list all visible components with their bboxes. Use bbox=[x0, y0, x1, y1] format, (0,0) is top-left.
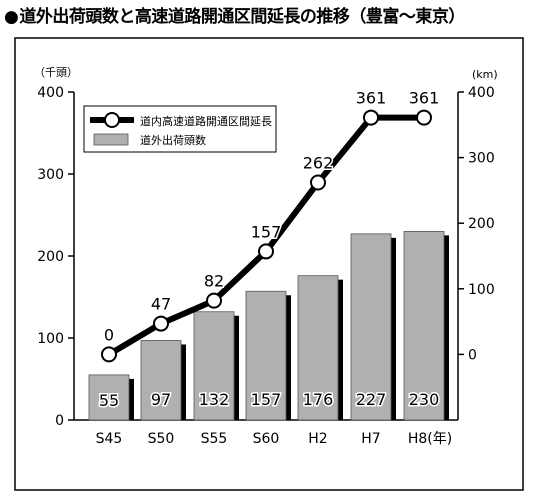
line-point bbox=[153, 315, 169, 332]
x-tick-label: H7 bbox=[361, 431, 380, 447]
x-tick-label: S50 bbox=[148, 431, 175, 447]
legend-label-bar: 道外出荷頭数 bbox=[140, 133, 206, 147]
line-value-label: 82 bbox=[204, 272, 224, 291]
right-tick-label: 0 bbox=[468, 347, 477, 363]
chart-title-text: 道外出荷頭数と高速道路開通区間延長の推移（豊富～東京） bbox=[19, 7, 465, 27]
bar bbox=[245, 290, 287, 421]
right-tick-label: 300 bbox=[468, 151, 495, 167]
bar bbox=[193, 311, 235, 421]
title-bullet: ● bbox=[4, 7, 19, 27]
bar-value-label: 97 bbox=[151, 390, 171, 409]
left-tick-label: 300 bbox=[37, 167, 64, 183]
bar-value-label: 176 bbox=[303, 390, 334, 409]
line-point bbox=[258, 243, 274, 260]
bar-value-label: 132 bbox=[199, 390, 230, 409]
x-tick-label: S45 bbox=[96, 431, 123, 447]
line-point bbox=[101, 346, 117, 363]
bar bbox=[403, 230, 445, 421]
line-value-label: 262 bbox=[303, 154, 334, 173]
legend-label-line: 道内高速道路開通区間延長 bbox=[140, 114, 272, 128]
right-tick-label: 200 bbox=[468, 216, 495, 232]
right-tick-label: 100 bbox=[468, 282, 495, 298]
right-tick-label: 400 bbox=[468, 85, 495, 101]
chart-title: ●道外出荷頭数と高速道路開通区間延長の推移（豊富～東京） bbox=[4, 2, 465, 27]
x-tick-label: S60 bbox=[253, 431, 280, 447]
left-tick-label: 200 bbox=[37, 249, 64, 265]
line-point bbox=[310, 174, 326, 191]
bar-value-label: 157 bbox=[251, 390, 282, 409]
x-tick-label: S55 bbox=[201, 431, 228, 447]
bar-value-label: 227 bbox=[356, 390, 387, 409]
bar-value-label: 230 bbox=[409, 390, 440, 409]
line-value-label: 361 bbox=[409, 89, 440, 108]
bar bbox=[350, 233, 392, 421]
line-value-label: 361 bbox=[356, 89, 387, 108]
line-value-label: 157 bbox=[251, 222, 282, 241]
line-point bbox=[416, 109, 432, 126]
left-tick-label: 100 bbox=[37, 331, 64, 347]
left-axis-unit: （千頭） bbox=[34, 66, 78, 79]
bar bbox=[88, 374, 130, 421]
x-tick-label: H2 bbox=[308, 431, 327, 447]
left-tick-label: 400 bbox=[37, 85, 64, 101]
x-tick-label: H8(年) bbox=[408, 431, 452, 447]
left-tick-label: 0 bbox=[55, 413, 64, 429]
bar bbox=[297, 275, 339, 421]
plot-area: 0 100 200 300 400 （千頭） 0 100 200 300 400 (km) S45 S50… bbox=[34, 66, 498, 447]
bar bbox=[140, 340, 182, 421]
legend-bar-swatch bbox=[93, 133, 129, 146]
chart-frame bbox=[14, 37, 524, 491]
line-point bbox=[363, 109, 379, 126]
right-axis-unit: (km) bbox=[472, 68, 498, 81]
line-point bbox=[206, 292, 222, 309]
line-value-label: 0 bbox=[104, 325, 114, 344]
bar-value-label: 55 bbox=[99, 391, 119, 410]
line-value-label: 47 bbox=[151, 295, 171, 314]
legend-line-marker bbox=[104, 112, 120, 128]
